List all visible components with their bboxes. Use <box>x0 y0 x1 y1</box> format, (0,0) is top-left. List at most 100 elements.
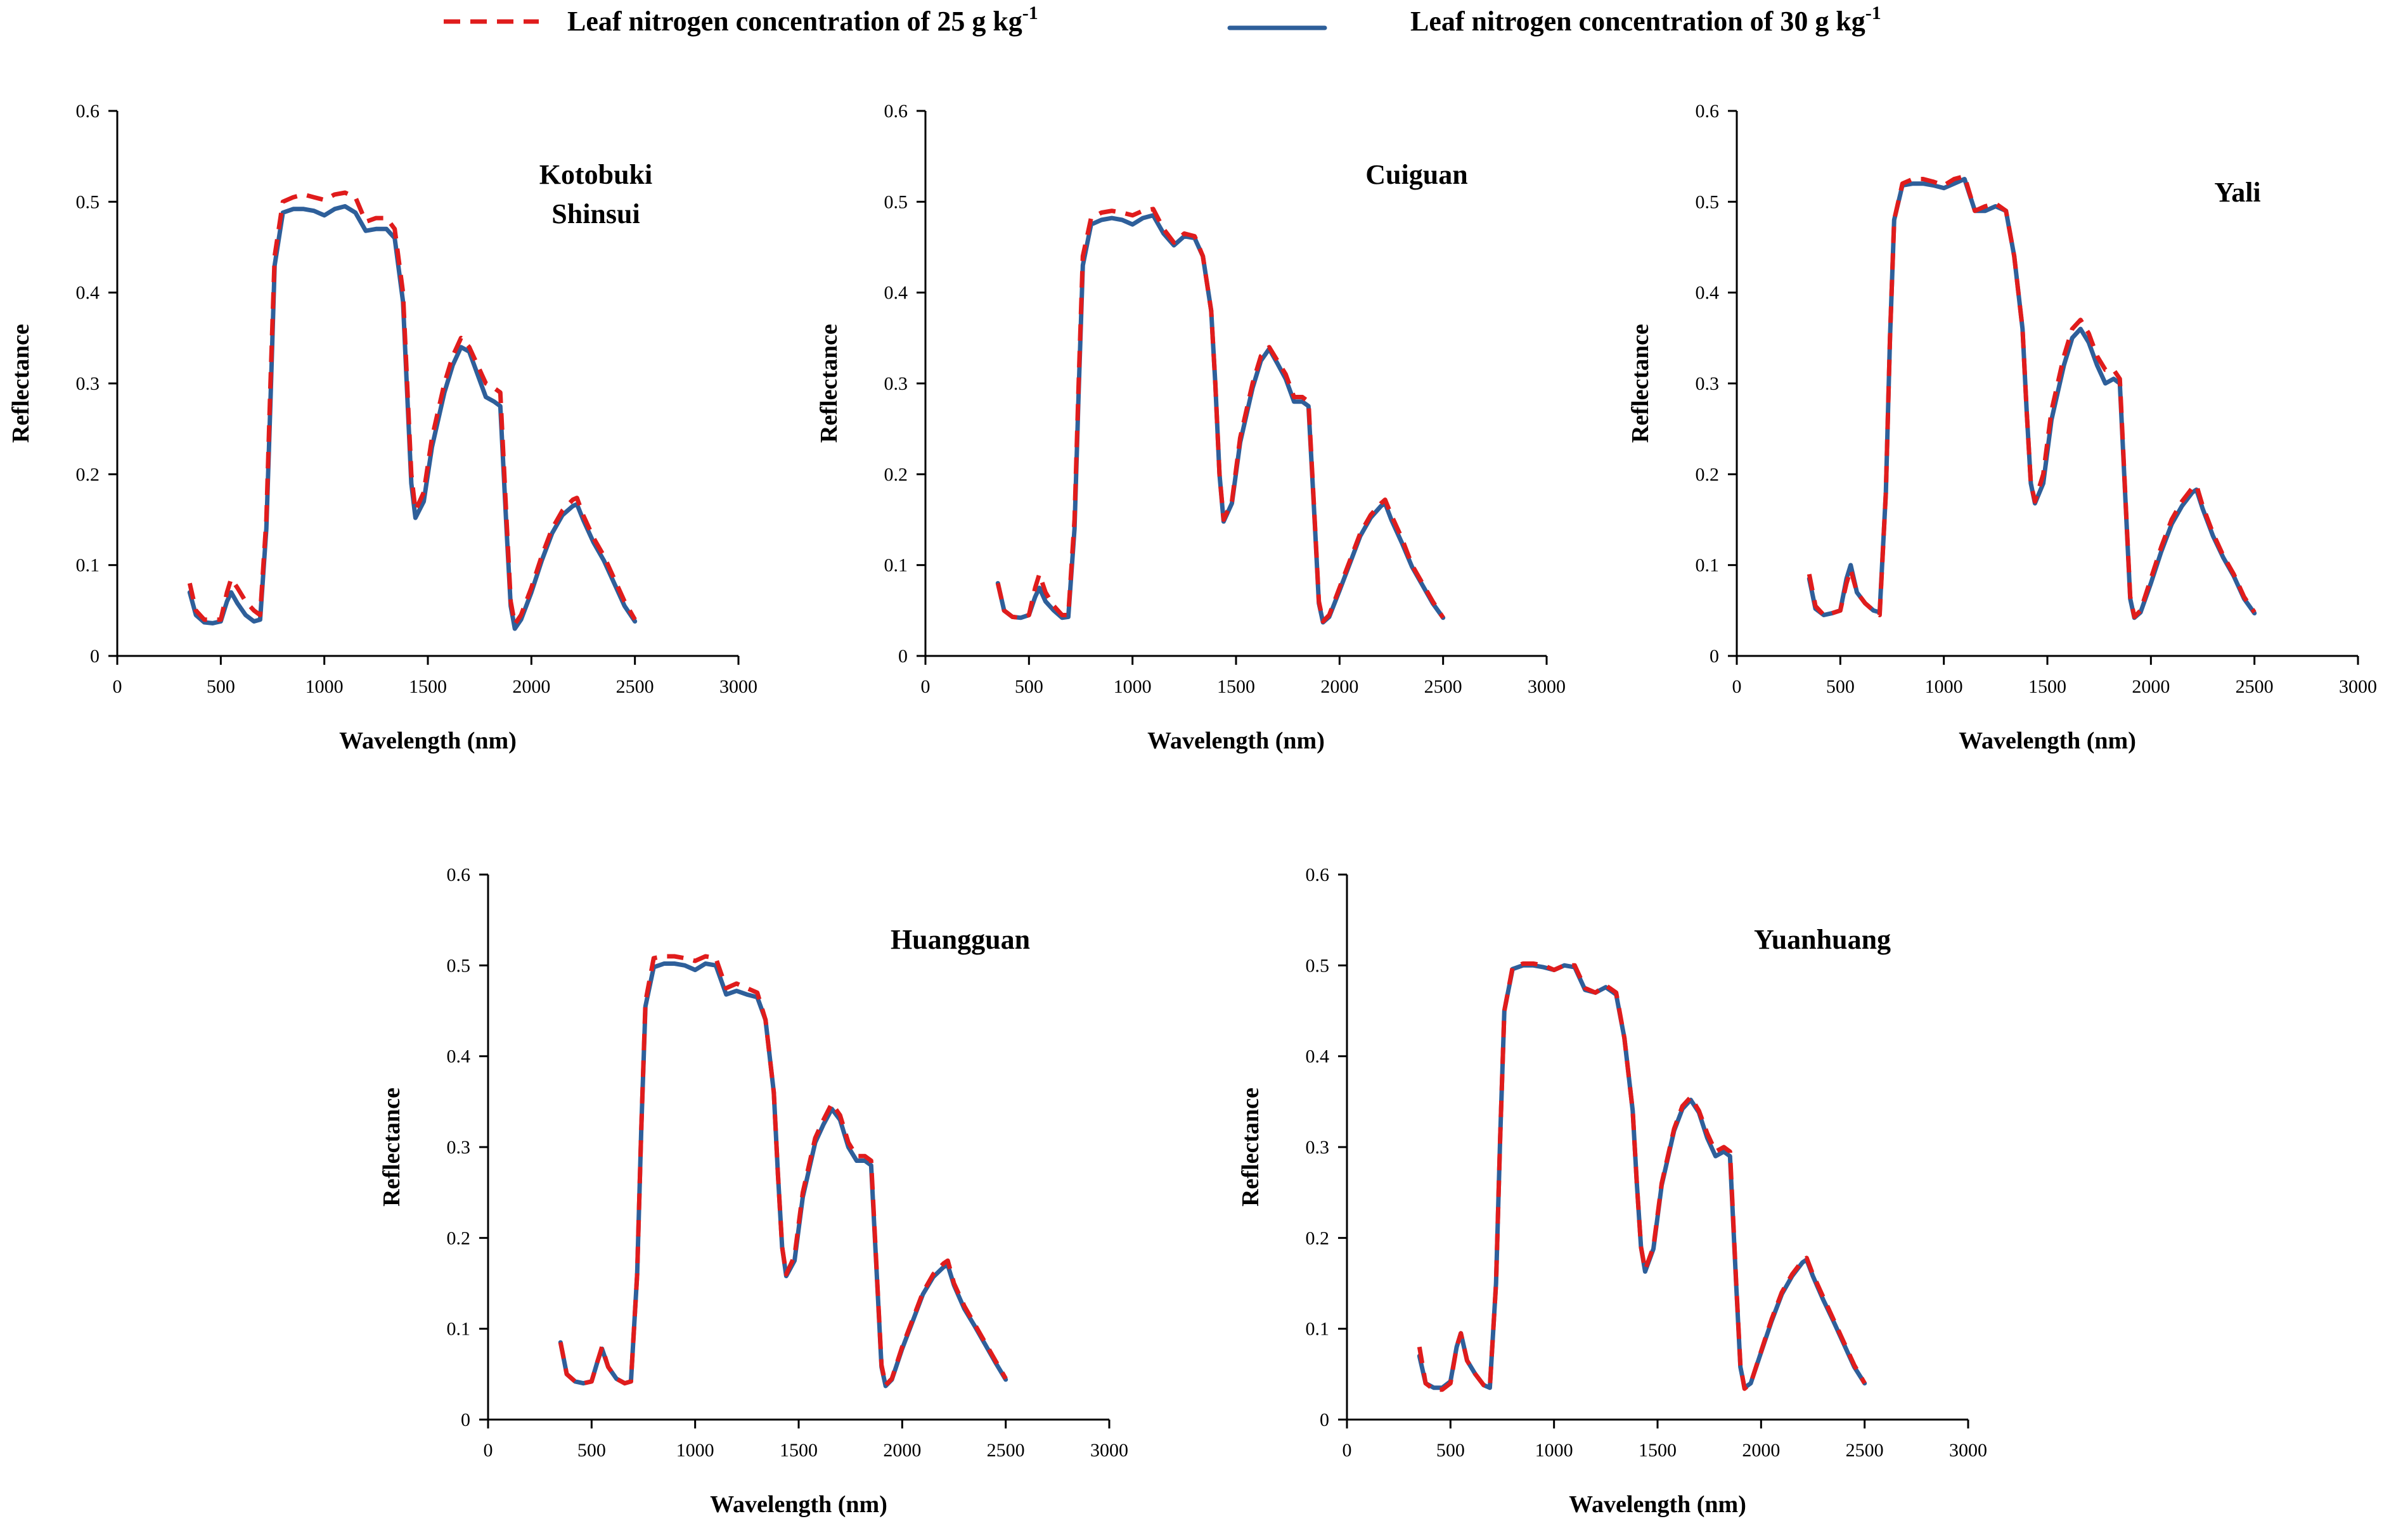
series-line-n25 <box>1417 961 1867 1392</box>
legend: Leaf nitrogen concentration of 25 g kg-1… <box>444 3 1881 37</box>
x-axis-title: Wavelength (nm) <box>1569 1491 1746 1518</box>
x-tick-label: 1000 <box>676 1440 714 1461</box>
y-tick-label: 0.1 <box>76 555 100 576</box>
panel-title: Cuiguan <box>1365 159 1467 190</box>
y-tick-label: 0.5 <box>447 955 471 976</box>
x-tick-label: 1000 <box>1535 1440 1573 1461</box>
y-tick-label: 0.1 <box>884 555 908 576</box>
x-tick-label: 3000 <box>1528 676 1566 697</box>
chart-panel-2: 0 0.1 0.2 0.3 0.4 0.5 0.6 0 500 1000 1500 2000 2500 3… <box>816 101 1566 754</box>
y-tick-label: 0.1 <box>1306 1319 1330 1340</box>
series-line-n25 <box>995 207 1445 624</box>
series-line-n25 <box>187 190 637 627</box>
y-tick-label: 0 <box>898 646 908 667</box>
y-axis-title: Reflectance <box>816 324 842 443</box>
y-tick-label: 0.6 <box>447 864 471 885</box>
y-tick-label: 0.3 <box>447 1137 471 1158</box>
chart-panel-4: 0 0.1 0.2 0.3 0.4 0.5 0.6 0 500 1000 1500 2000 2500 3… <box>378 864 1128 1518</box>
x-tick-label: 2000 <box>2132 676 2170 697</box>
y-tick-label: 0 <box>90 646 100 667</box>
y-tick-label: 0.2 <box>1306 1228 1330 1248</box>
x-tick-label: 2500 <box>616 676 654 697</box>
x-tick-label: 2500 <box>1424 676 1462 697</box>
x-tick-label: 500 <box>1436 1440 1465 1461</box>
legend-label-n30-main: Leaf nitrogen concentration of 30 g kg <box>1410 6 1865 37</box>
legend-label-n25: Leaf nitrogen concentration of 25 g kg-1 <box>567 3 1038 37</box>
x-tick-label: 0 <box>921 676 931 697</box>
y-tick-label: 0.3 <box>1306 1137 1330 1158</box>
series-line-n30 <box>558 961 1008 1389</box>
x-tick-label: 1500 <box>1639 1440 1677 1461</box>
chart-panel-5: 0 0.1 0.2 0.3 0.4 0.5 0.6 0 500 1000 1500 2000 2500 3… <box>1237 864 1987 1518</box>
y-tick-label: 0.6 <box>1306 864 1330 885</box>
y-tick-label: 0.4 <box>884 283 908 304</box>
x-tick-label: 3000 <box>1949 1440 1987 1461</box>
panel-title: Yuanhuang <box>1754 924 1891 955</box>
legend-label-n25-sup: -1 <box>1022 3 1038 23</box>
x-tick-label: 1500 <box>2028 676 2066 697</box>
x-tick-label: 3000 <box>1090 1440 1128 1461</box>
legend-label-n30-sup: -1 <box>1865 3 1881 23</box>
y-tick-label: 0.3 <box>884 373 908 394</box>
y-tick-label: 0.4 <box>447 1046 471 1067</box>
y-tick-label: 0 <box>1320 1409 1329 1430</box>
x-tick-label: 500 <box>577 1440 606 1461</box>
y-axis-title: Reflectance <box>1237 1088 1264 1207</box>
x-tick-label: 3000 <box>2339 676 2377 697</box>
legend-label-n30: Leaf nitrogen concentration of 30 g kg-1 <box>1410 3 1881 37</box>
chart-panel-3: 0 0.1 0.2 0.3 0.4 0.5 0.6 0 500 1000 1500 2000 2500 3… <box>1627 101 2377 754</box>
x-tick-label: 2500 <box>987 1440 1025 1461</box>
x-tick-label: 2000 <box>512 676 550 697</box>
x-tick-label: 500 <box>1015 676 1043 697</box>
x-tick-label: 500 <box>207 676 235 697</box>
x-tick-label: 1500 <box>409 676 447 697</box>
x-tick-label: 0 <box>1732 676 1742 697</box>
x-tick-label: 2000 <box>883 1440 921 1461</box>
y-tick-label: 0.2 <box>1696 464 1720 485</box>
x-tick-label: 2000 <box>1320 676 1358 697</box>
x-tick-label: 1500 <box>1217 676 1255 697</box>
y-axis-title: Reflectance <box>1627 324 1654 443</box>
y-tick-label: 0.1 <box>1696 555 1720 576</box>
series-line-n30 <box>1807 177 2257 620</box>
x-axis-title: Wavelength (nm) <box>339 728 517 754</box>
y-tick-label: 0.2 <box>884 464 908 485</box>
x-axis-title: Wavelength (nm) <box>1147 728 1325 754</box>
x-tick-label: 2500 <box>2236 676 2274 697</box>
y-tick-label: 0.2 <box>447 1228 471 1248</box>
panel-title: Huangguan <box>891 924 1030 955</box>
y-tick-label: 0.4 <box>1696 283 1720 304</box>
chart-panel-1: 0 0.1 0.2 0.3 0.4 0.5 0.6 0 500 1000 1500 2000 2500 3… <box>8 101 757 754</box>
y-tick-label: 0.5 <box>884 191 908 212</box>
legend-item-n25: Leaf nitrogen concentration of 25 g kg-1 <box>444 3 1038 37</box>
x-tick-label: 1000 <box>306 676 344 697</box>
series-line-n30 <box>1417 963 1867 1390</box>
x-tick-label: 1000 <box>1925 676 1963 697</box>
y-tick-label: 0.3 <box>76 373 100 394</box>
y-tick-label: 0.1 <box>447 1319 471 1340</box>
x-axis-title: Wavelength (nm) <box>1959 728 2136 754</box>
x-tick-label: 2000 <box>1742 1440 1780 1461</box>
series-line-n30 <box>187 204 638 631</box>
y-tick-label: 0.5 <box>76 191 100 212</box>
y-tick-label: 0.5 <box>1696 191 1720 212</box>
y-tick-label: 0.6 <box>76 101 100 122</box>
x-tick-label: 500 <box>1826 676 1855 697</box>
legend-label-n25-main: Leaf nitrogen concentration of 25 g kg <box>567 6 1022 37</box>
y-axis-title: Reflectance <box>378 1088 405 1207</box>
legend-item-n30: Leaf nitrogen concentration of 30 g kg-1 <box>1227 3 1881 37</box>
y-tick-label: 0.4 <box>1306 1046 1330 1067</box>
panel-title: Shinsui <box>551 198 640 229</box>
y-tick-label: 0.6 <box>884 101 908 122</box>
y-tick-label: 0 <box>461 1409 470 1430</box>
panel-title: Kotobuki <box>539 159 653 190</box>
y-tick-label: 0 <box>1710 646 1719 667</box>
y-tick-label: 0.6 <box>1696 101 1720 122</box>
series-line-n25 <box>1807 174 2257 619</box>
x-tick-label: 1500 <box>780 1440 818 1461</box>
x-tick-label: 2500 <box>1846 1440 1884 1461</box>
x-axis-title: Wavelength (nm) <box>710 1491 887 1518</box>
x-tick-label: 3000 <box>719 676 757 697</box>
y-tick-label: 0.2 <box>76 464 100 485</box>
